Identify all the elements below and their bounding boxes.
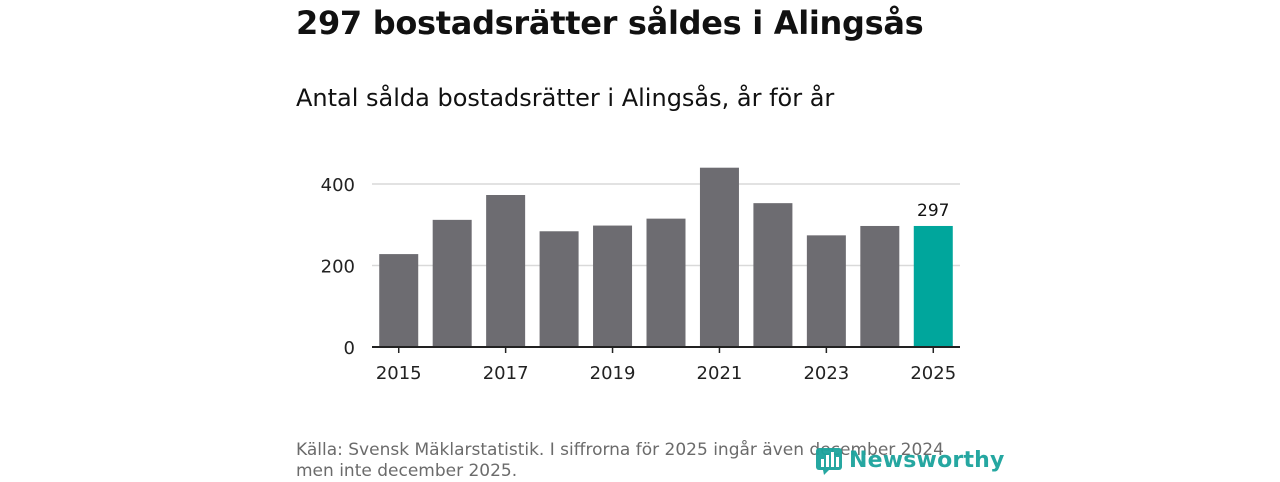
bar: [432, 219, 472, 347]
y-tick-label: 400: [321, 175, 355, 196]
chart-title: 297 bostadsrätter såldes i Alingsås: [296, 4, 924, 42]
bar: [646, 218, 686, 347]
data-label: 297: [917, 201, 949, 221]
source-note: Källa: Svensk Mäklarstatistik. I siffror…: [296, 440, 944, 481]
newsworthy-logo[interactable]: Newsworthy: [815, 445, 1005, 475]
x-tick-label: 2025: [910, 363, 956, 384]
x-tick-label: 2015: [376, 363, 422, 384]
bar: [860, 225, 900, 347]
x-tick-label: 2021: [697, 363, 743, 384]
bar: [379, 254, 419, 347]
bar: [699, 167, 739, 347]
y-tick-label: 200: [321, 257, 355, 278]
logo-text: Newsworthy: [849, 447, 1005, 473]
x-tick-label: 2019: [590, 363, 636, 384]
x-tick-label: 2017: [483, 363, 529, 384]
bar: [593, 225, 633, 347]
bar: [539, 231, 579, 347]
bar-highlight: [913, 225, 953, 347]
bar: [753, 203, 793, 347]
bar: [806, 235, 846, 347]
bar: [486, 195, 526, 347]
x-tick-label: 2023: [803, 363, 849, 384]
chart-subtitle: Antal sålda bostadsrätter i Alingsås, år…: [296, 84, 835, 112]
bar-chart-logo-icon: [816, 448, 842, 475]
y-tick-label: 0: [344, 338, 355, 359]
